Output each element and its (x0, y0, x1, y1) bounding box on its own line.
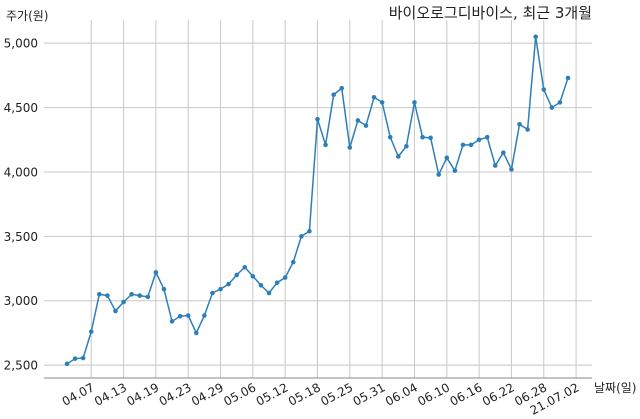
data-point (339, 85, 345, 91)
x-tick-label: 04.07 (60, 380, 97, 408)
data-point (80, 355, 86, 361)
data-point (347, 145, 353, 150)
data-point (234, 272, 239, 278)
data-point (169, 319, 175, 324)
data-point (218, 286, 223, 292)
data-point (161, 286, 167, 292)
data-point (565, 75, 571, 81)
data-point (557, 100, 563, 105)
grid-lines (44, 20, 592, 378)
y-tick-label: 3,000 (4, 294, 38, 308)
data-point (379, 100, 385, 105)
data-point (153, 270, 159, 275)
data-point (363, 123, 369, 128)
x-tick-label: 06.22 (480, 380, 517, 408)
data-point (250, 273, 256, 279)
data-point (210, 290, 215, 296)
x-tick-label: 05.18 (286, 380, 323, 408)
y-axis-ticks: 2,500 3,000 3,500 4,000 4,500 5,000 (4, 37, 38, 373)
x-tick-label: 04.23 (157, 380, 194, 408)
data-point (113, 308, 118, 314)
data-point (371, 94, 377, 100)
y-axis-label: 주가(원) (6, 9, 48, 23)
data-point (533, 34, 538, 40)
data-point (404, 143, 409, 149)
x-tick-label: 05.31 (351, 380, 388, 408)
y-tick-label: 4,000 (4, 165, 38, 179)
data-point (185, 313, 191, 318)
data-point (476, 137, 482, 143)
data-point (428, 135, 433, 141)
x-tick-label: 06.16 (448, 380, 485, 408)
y-tick-label: 2,500 (4, 359, 38, 373)
y-tick-label: 3,500 (4, 230, 38, 244)
data-point (525, 127, 530, 132)
data-point (282, 275, 288, 280)
data-point (226, 281, 231, 287)
data-point (323, 142, 328, 148)
x-axis-ticks: 04.0704.1304.1904.2304.2905.0605.1205.18… (60, 380, 582, 417)
data-point (105, 293, 110, 298)
x-tick-label: 04.19 (124, 380, 161, 408)
x-tick-label: 06.10 (415, 380, 452, 408)
data-point (549, 105, 555, 110)
data-point (266, 290, 272, 296)
data-point (460, 142, 466, 148)
data-point (452, 168, 458, 173)
data-point (541, 87, 547, 92)
data-point (517, 122, 522, 127)
data-point (258, 282, 264, 288)
data-point (242, 264, 248, 270)
data-point (387, 134, 393, 140)
x-tick-label: 04.13 (92, 380, 129, 408)
x-tick-label: 06.04 (383, 380, 420, 408)
data-point (468, 142, 474, 148)
x-tick-label: 05.06 (221, 380, 258, 408)
data-point (72, 356, 78, 361)
data-point (274, 280, 280, 286)
data-point (444, 155, 450, 161)
data-point (129, 291, 134, 297)
data-point (88, 329, 94, 334)
data-point (145, 294, 151, 300)
data-point (492, 163, 498, 168)
data-point (315, 116, 320, 122)
data-point (501, 150, 506, 155)
data-point (355, 118, 361, 123)
data-point (193, 330, 199, 336)
x-tick-label: 05.12 (254, 380, 291, 408)
data-points (64, 34, 571, 367)
data-point (331, 92, 336, 97)
x-tick-label: 04.29 (189, 380, 226, 408)
data-point (412, 100, 417, 105)
data-point (137, 293, 143, 298)
data-point (396, 154, 401, 159)
data-point (299, 234, 304, 239)
data-point (509, 167, 514, 172)
data-point (64, 361, 70, 367)
data-point (307, 228, 312, 234)
data-point (177, 313, 183, 319)
chart-title: 바이오로그디바이스, 최근 3개월 (389, 4, 592, 22)
data-point (290, 259, 296, 265)
data-point (97, 291, 102, 297)
y-tick-label: 5,000 (4, 37, 38, 51)
data-point (121, 299, 126, 305)
data-point (202, 313, 207, 318)
x-axis-label: 날짜(일) (594, 381, 636, 395)
y-tick-label: 4,500 (4, 101, 38, 115)
data-point (484, 134, 490, 140)
x-tick-label: 05.25 (318, 380, 355, 408)
data-point (436, 172, 442, 177)
data-point (420, 134, 425, 140)
